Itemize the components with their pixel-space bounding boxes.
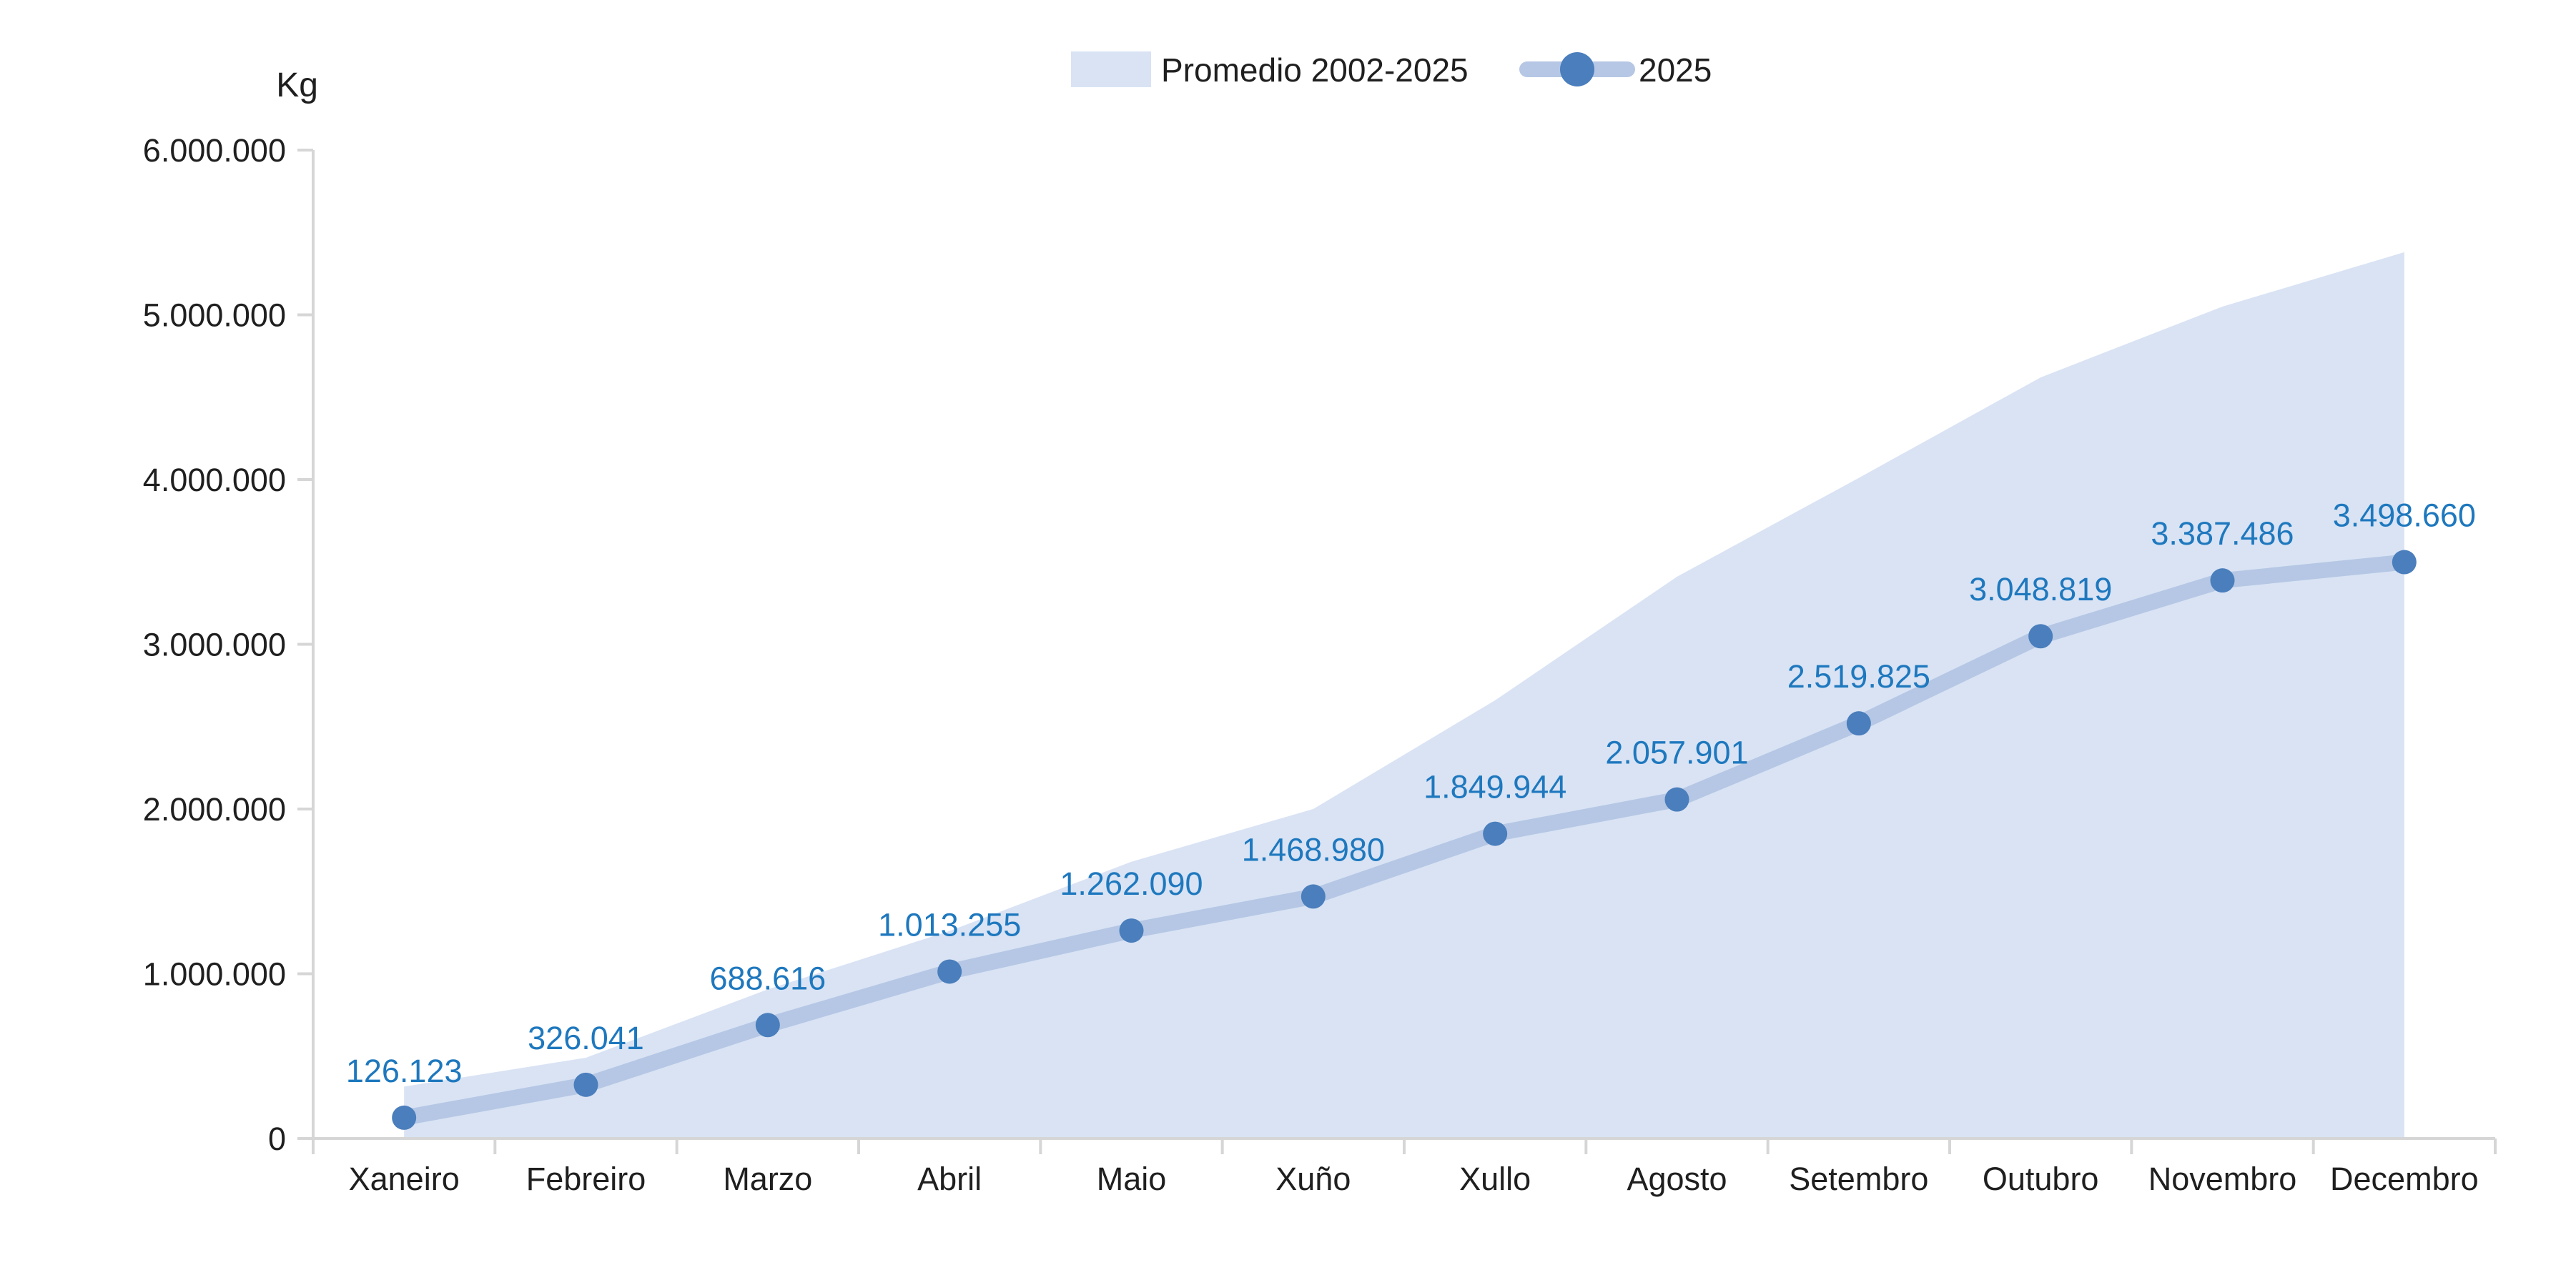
x-axis-label-7: Agosto xyxy=(1627,1161,1727,1197)
data-label-2025-8: 2.519.825 xyxy=(1787,658,1930,695)
marker-2025-2 xyxy=(755,1013,780,1038)
y-tick-label-5: 1.000.000 xyxy=(143,956,286,993)
x-axis-label-1: Febreiro xyxy=(526,1161,646,1197)
data-label-2025-5: 1.468.980 xyxy=(1242,831,1385,868)
y-tick-label-6: 0 xyxy=(268,1121,286,1157)
data-label-2025-0: 126.123 xyxy=(346,1053,463,1089)
marker-2025-11 xyxy=(2392,550,2417,575)
data-label-2025-11: 3.498.660 xyxy=(2333,497,2476,534)
data-label-2025-9: 3.048.819 xyxy=(1969,571,2112,607)
marker-2025-8 xyxy=(1846,711,1871,736)
legend-label-promedio: Promedio 2002-2025 xyxy=(1161,51,1469,89)
y-tick-label-4: 2.000.000 xyxy=(143,791,286,828)
marker-2025-4 xyxy=(1119,918,1144,943)
data-label-2025-1: 326.041 xyxy=(528,1020,644,1056)
data-label-2025-4: 1.262.090 xyxy=(1060,865,1203,902)
marker-2025-10 xyxy=(2210,568,2235,593)
y-tick-label-1: 5.000.000 xyxy=(143,297,286,334)
data-label-2025-3: 1.013.255 xyxy=(878,906,1021,943)
marker-2025-1 xyxy=(573,1072,598,1097)
x-axis-label-4: Maio xyxy=(1097,1161,1167,1197)
marker-2025-3 xyxy=(937,959,962,984)
legend-dot-2025 xyxy=(1560,52,1594,86)
x-axis-label-2: Marzo xyxy=(723,1161,812,1197)
marker-2025-6 xyxy=(1483,821,1508,846)
data-label-2025-7: 2.057.901 xyxy=(1605,735,1748,771)
y-tick-label-3: 3.000.000 xyxy=(143,627,286,663)
x-axis-label-6: Xullo xyxy=(1459,1161,1531,1197)
legend-swatch-promedio xyxy=(1071,51,1151,87)
x-axis-label-3: Abril xyxy=(917,1161,982,1197)
x-axis-label-8: Setembro xyxy=(1789,1161,1928,1197)
x-axis-label-9: Outubro xyxy=(1983,1161,2099,1197)
marker-2025-9 xyxy=(2028,624,2053,649)
y-tick-label-2: 4.000.000 xyxy=(143,462,286,498)
x-axis-label-11: Decembro xyxy=(2330,1161,2479,1197)
x-axis-label-5: Xuño xyxy=(1275,1161,1351,1197)
y-axis-unit-label: Kg xyxy=(276,66,318,104)
x-axis-label-10: Novembro xyxy=(2148,1161,2297,1197)
series-2025-line xyxy=(396,554,2412,1126)
marker-2025-5 xyxy=(1301,884,1326,909)
data-label-2025-2: 688.616 xyxy=(709,960,826,996)
legend: Promedio 2002-2025 2025 xyxy=(1071,51,1712,89)
promedio-area xyxy=(404,252,2404,1138)
y-tick-label-0: 6.000.000 xyxy=(143,132,286,169)
x-axis-label-0: Xaneiro xyxy=(349,1161,460,1197)
marker-2025-7 xyxy=(1664,787,1689,812)
data-label-2025-10: 3.387.486 xyxy=(2151,515,2294,552)
data-label-2025-6: 1.849.944 xyxy=(1423,769,1566,805)
marker-2025-0 xyxy=(392,1105,417,1130)
legend-label-2025: 2025 xyxy=(1639,51,1712,89)
